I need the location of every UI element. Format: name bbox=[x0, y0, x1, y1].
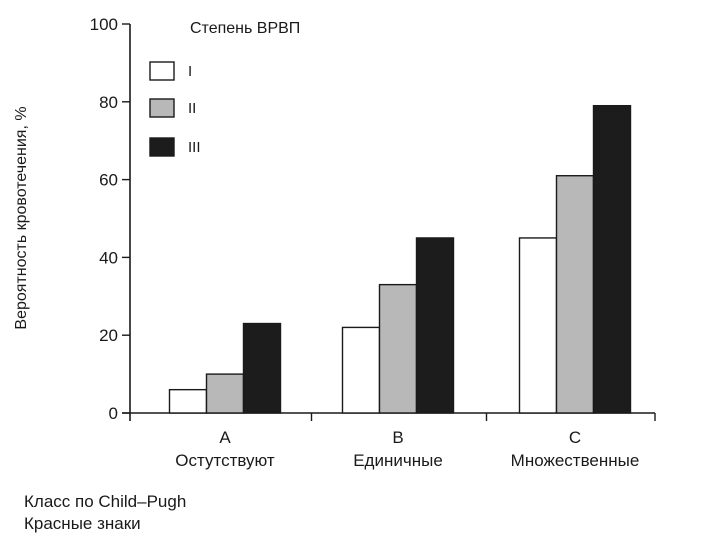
bar-a-iii bbox=[242, 322, 282, 414]
bar-c-i bbox=[518, 237, 558, 414]
category-label: B bbox=[392, 428, 403, 447]
legend-label-i: I bbox=[188, 63, 192, 80]
footer-line-1: Класс по Child–Pugh bbox=[24, 492, 187, 511]
category-label: C bbox=[569, 428, 581, 447]
y-tick-label: 20 bbox=[99, 326, 118, 345]
y-tick-label: 0 bbox=[109, 404, 118, 423]
bar-c-iii bbox=[592, 104, 632, 414]
bars bbox=[168, 104, 632, 414]
legend-title: Степень ВРВП bbox=[190, 20, 300, 37]
legend-label-iii: III bbox=[188, 139, 201, 156]
legend-label-ii: II bbox=[188, 100, 196, 117]
legend-swatch-iii bbox=[149, 137, 175, 157]
bar-c-ii bbox=[555, 175, 595, 414]
category-sublabel: Множественные bbox=[511, 451, 640, 470]
bar-a-i bbox=[168, 388, 208, 414]
footer-line-2: Красные знаки bbox=[24, 514, 141, 533]
category-sublabel: Остутствуют bbox=[175, 451, 275, 470]
category-sublabel: Единичные bbox=[353, 451, 443, 470]
legend-swatch-ii bbox=[149, 98, 175, 118]
y-axis-label: Вероятность кровотечения, % bbox=[13, 106, 30, 329]
bar-b-i bbox=[341, 326, 381, 414]
y-tick-label: 80 bbox=[99, 93, 118, 112]
legend-swatch-i bbox=[149, 61, 175, 81]
bar-b-iii bbox=[415, 237, 455, 414]
bar-b-ii bbox=[378, 283, 418, 414]
y-tick-label: 40 bbox=[99, 248, 118, 267]
y-tick-label: 60 bbox=[99, 171, 118, 190]
axes: 0 20 40 60 80 100 A Остутствуют B Единичные C Множе… bbox=[90, 15, 656, 470]
category-label: A bbox=[219, 428, 231, 447]
bar-a-ii bbox=[205, 373, 245, 414]
y-tick-label: 100 bbox=[90, 15, 118, 34]
